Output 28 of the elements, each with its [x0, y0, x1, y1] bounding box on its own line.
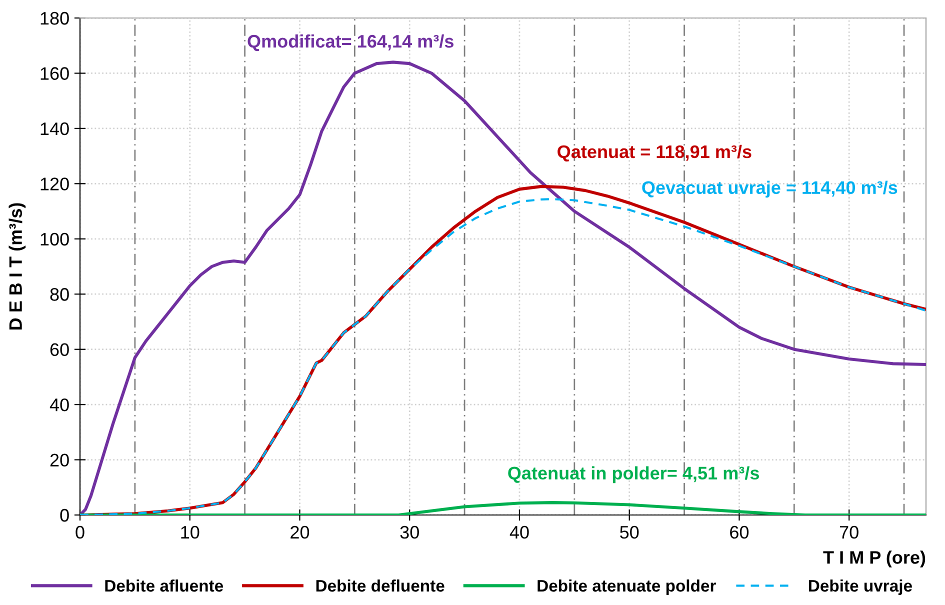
x-tick-label: 30 — [400, 526, 419, 539]
legend-label: Debite uvraje — [808, 579, 912, 595]
annotation: Qatenuat = 118,91 m³/s — [558, 144, 752, 162]
x-tick-label: 40 — [510, 526, 529, 539]
y-tick-label: 80 — [50, 288, 69, 301]
y-tick-label: 120 — [40, 178, 69, 190]
annotation: Qevacuat uvraje = 114,40 m³/s — [642, 180, 898, 198]
y-tick-label: 160 — [40, 67, 69, 80]
y-tick-label: 140 — [40, 122, 69, 136]
legend-label: Debite atenuate polder — [538, 579, 716, 595]
x-tick-label: 70 — [840, 526, 858, 539]
x-tick-label: 60 — [730, 526, 749, 539]
y-tick-label: 0 — [60, 508, 69, 522]
x-tick-label: 10 — [181, 526, 200, 539]
y-tick-label: 20 — [50, 454, 69, 466]
y-tick-label: 40 — [50, 398, 69, 412]
legend-label: Debite defluente — [316, 579, 444, 592]
x-axis-title: T I M P (ore) — [823, 550, 926, 568]
x-tick-label: 50 — [620, 526, 639, 539]
annotation: Qmodificat= 164,14 m³/s — [248, 34, 454, 52]
y-tick-label: 100 — [40, 232, 69, 246]
y-axis-title: D E B I T (m³/s) — [8, 203, 26, 330]
x-tick-label: 20 — [290, 526, 310, 539]
annotation: Qatenuat in polder= 4,51 m³/s — [508, 466, 759, 484]
y-tick-label: 180 — [40, 12, 69, 25]
x-tick-label: 0 — [76, 526, 84, 539]
y-tick-label: 60 — [50, 343, 69, 356]
legend-label: Debite afluente — [105, 579, 224, 592]
